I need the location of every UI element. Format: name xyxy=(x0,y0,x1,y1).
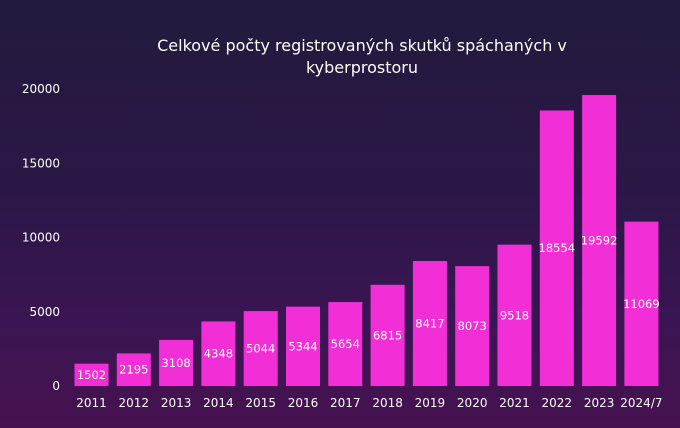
bar-value-label: 8417 xyxy=(415,317,444,331)
bar xyxy=(455,266,490,386)
bar-value-label: 6815 xyxy=(373,328,402,342)
x-tick-label: 2021 xyxy=(499,396,530,410)
bar-value-label: 4348 xyxy=(204,347,233,361)
x-tick-label: 2023 xyxy=(584,396,615,410)
bar xyxy=(328,302,363,386)
data-labels: 1502 2195 3108 4348 5044 5344 5654 6815 8417 8073… xyxy=(77,234,660,382)
x-axis: 2011 2012 2013 2014 2015 2016 2017 2018 2019 2020… xyxy=(76,396,662,410)
bar-value-label: 8073 xyxy=(458,319,487,333)
bar-value-label: 3108 xyxy=(161,356,190,370)
bar xyxy=(582,95,617,386)
x-tick-label: 2012 xyxy=(119,396,150,410)
bar xyxy=(116,353,151,386)
bars xyxy=(74,95,659,387)
bar-value-label: 5654 xyxy=(331,337,360,351)
bar xyxy=(539,110,574,387)
x-tick-label: 2013 xyxy=(161,396,192,410)
bar-value-label: 5344 xyxy=(288,339,317,353)
x-tick-label: 2024/7 xyxy=(620,396,662,410)
x-tick-label: 2022 xyxy=(542,396,573,410)
x-tick-label: 2017 xyxy=(330,396,361,410)
y-tick-label: 20000 xyxy=(22,82,60,96)
y-tick-label: 10000 xyxy=(22,231,60,245)
x-tick-label: 2015 xyxy=(245,396,276,410)
y-tick-label: 5000 xyxy=(29,305,60,319)
bar-value-label: 19592 xyxy=(581,234,618,248)
x-tick-label: 2011 xyxy=(76,396,107,410)
bar xyxy=(370,284,405,386)
bar xyxy=(286,306,320,386)
y-tick-label: 0 xyxy=(52,379,60,393)
bar xyxy=(159,339,194,386)
x-tick-label: 2019 xyxy=(415,396,446,410)
bar xyxy=(624,221,659,386)
y-tick-label: 15000 xyxy=(22,156,60,170)
bar xyxy=(412,261,447,386)
chart-title-line-1: Celkové počty registrovaných skutků spác… xyxy=(157,36,567,55)
bar xyxy=(497,244,532,386)
y-axis: 0 5000 10000 15000 20000 xyxy=(22,82,60,393)
bar xyxy=(74,363,109,386)
bar xyxy=(201,321,236,386)
x-tick-label: 2018 xyxy=(372,396,403,410)
bar-value-label: 11069 xyxy=(623,297,660,311)
bar-value-label: 1502 xyxy=(77,368,106,382)
bar-value-label: 5044 xyxy=(246,342,275,356)
x-tick-label: 2020 xyxy=(457,396,488,410)
x-tick-label: 2014 xyxy=(203,396,234,410)
bar xyxy=(243,311,278,386)
bar-value-label: 18554 xyxy=(539,241,576,255)
chart-title-line-2: kyberprostoru xyxy=(306,58,418,77)
x-tick-label: 2016 xyxy=(288,396,319,410)
bar-value-label: 2195 xyxy=(119,363,148,377)
bar-value-label: 9518 xyxy=(500,308,529,322)
